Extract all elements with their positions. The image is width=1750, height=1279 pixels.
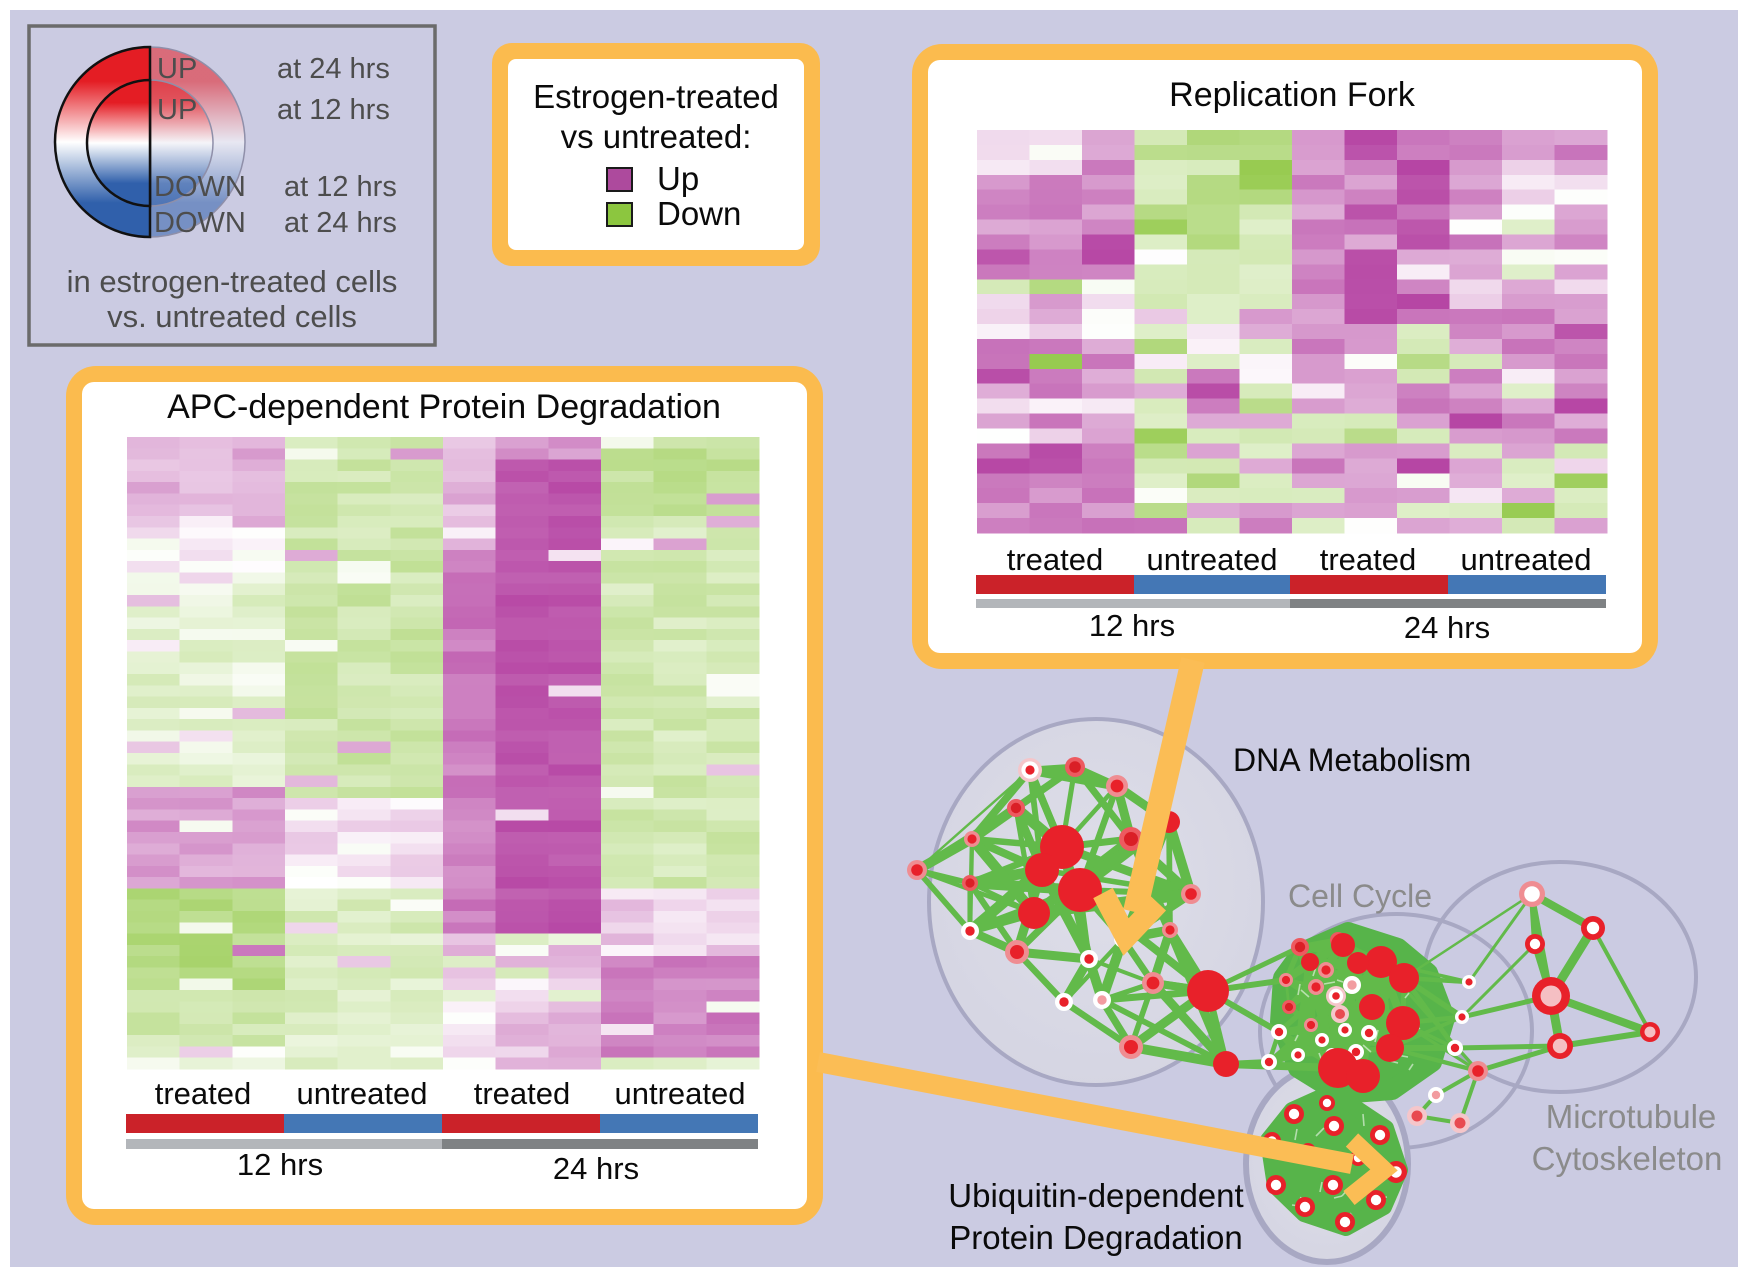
svg-text:24 hrs: 24 hrs: [553, 1151, 639, 1186]
svg-text:at 24 hrs: at 24 hrs: [277, 53, 390, 85]
svg-text:at 12 hrs: at 12 hrs: [284, 171, 397, 203]
svg-text:Estrogen-treated: Estrogen-treated: [533, 78, 779, 115]
svg-text:in estrogen-treated cells: in estrogen-treated cells: [67, 264, 398, 299]
svg-text:Down: Down: [657, 195, 741, 232]
svg-text:Up: Up: [657, 160, 699, 197]
svg-text:DNA Metabolism: DNA Metabolism: [1233, 742, 1471, 778]
svg-text:vs untreated:: vs untreated:: [561, 118, 752, 155]
svg-text:treated: treated: [474, 1076, 571, 1111]
svg-text:UP: UP: [157, 94, 197, 126]
svg-text:DOWN: DOWN: [154, 171, 246, 203]
svg-text:Cell Cycle: Cell Cycle: [1288, 878, 1432, 914]
svg-text:DOWN: DOWN: [154, 207, 246, 239]
svg-text:treated: treated: [1007, 542, 1104, 577]
svg-text:treated: treated: [155, 1076, 252, 1111]
svg-text:Cytoskeleton: Cytoskeleton: [1532, 1140, 1723, 1177]
svg-text:Protein Degradation: Protein Degradation: [949, 1219, 1243, 1256]
svg-text:vs. untreated cells: vs. untreated cells: [107, 299, 357, 334]
svg-text:untreated: untreated: [297, 1076, 428, 1111]
svg-text:treated: treated: [1320, 542, 1417, 577]
svg-text:untreated: untreated: [615, 1076, 746, 1111]
svg-text:UP: UP: [157, 53, 197, 85]
svg-text:12 hrs: 12 hrs: [1089, 608, 1175, 643]
svg-text:untreated: untreated: [1461, 542, 1592, 577]
svg-text:Ubiquitin-dependent: Ubiquitin-dependent: [948, 1177, 1243, 1214]
svg-text:24 hrs: 24 hrs: [1404, 610, 1490, 645]
svg-text:at 12 hrs: at 12 hrs: [277, 94, 390, 126]
svg-text:at 24 hrs: at 24 hrs: [284, 207, 397, 239]
svg-text:Replication Fork: Replication Fork: [1169, 76, 1416, 114]
svg-text:untreated: untreated: [1147, 542, 1278, 577]
svg-text:Microtubule: Microtubule: [1546, 1098, 1717, 1135]
svg-text:12 hrs: 12 hrs: [237, 1147, 323, 1182]
svg-text:APC-dependent Protein Degradat: APC-dependent Protein Degradation: [167, 388, 721, 426]
